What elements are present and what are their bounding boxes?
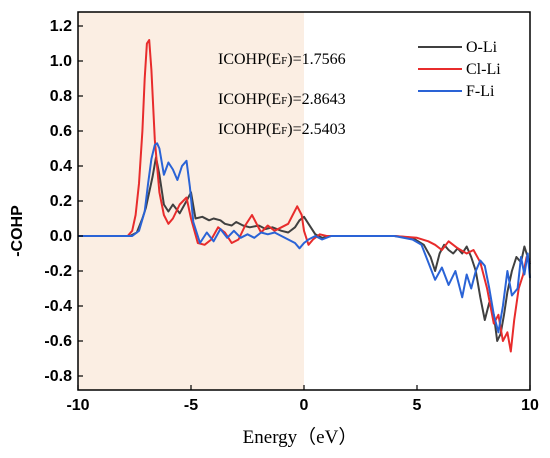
icohp-annotation: ICOHP(EF)=1.7566 xyxy=(218,51,346,68)
icohp-annotation: ICOHP(EF)=2.8643 xyxy=(218,91,346,108)
y-tick-label: 0.0 xyxy=(50,228,72,245)
legend-label-f-li: F-Li xyxy=(466,83,495,100)
legend-label-o-li: O-Li xyxy=(466,39,498,56)
y-tick-label: 1.2 xyxy=(50,18,72,35)
y-tick-label: 0.4 xyxy=(50,158,72,175)
x-tick-label: 0 xyxy=(300,397,309,414)
y-tick-label: -0.8 xyxy=(44,368,72,385)
x-tick-label: 10 xyxy=(521,397,539,414)
legend-label-cl-li: Cl-Li xyxy=(466,61,501,78)
tick-layer: -0.8 -0.6 -0.4 -0.2 0.0 0.2 0.4 0.6 0.8 1.0 1.2 -10… xyxy=(44,18,539,414)
y-tick-label: 1.0 xyxy=(50,53,72,70)
y-axis-title: -COHP xyxy=(9,205,26,257)
x-tick-label: -10 xyxy=(66,397,89,414)
legend: O-Li Cl-Li F-Li xyxy=(418,39,501,100)
series-line-f-li xyxy=(78,142,531,334)
series-line-cl-li xyxy=(78,39,531,353)
y-tick-label: -0.6 xyxy=(44,333,72,350)
y-tick-label: -0.4 xyxy=(44,298,72,315)
annotation-layer: ICOHP(EF)=1.7566 ICOHP(EF)=2.8643 ICOHP(EF… xyxy=(218,51,346,138)
icohp-annotation: ICOHP(EF)=2.5403 xyxy=(218,121,346,138)
x-axis-title: Energy（eV） xyxy=(243,426,358,448)
x-tick-label: 5 xyxy=(413,397,422,414)
x-tick-label: -5 xyxy=(184,397,198,414)
y-tick-label: -0.2 xyxy=(44,263,72,280)
y-tick-label: 0.6 xyxy=(50,123,72,140)
series-layer xyxy=(78,39,531,353)
y-tick-label: 0.2 xyxy=(50,193,72,210)
y-tick-label: 0.8 xyxy=(50,88,72,105)
